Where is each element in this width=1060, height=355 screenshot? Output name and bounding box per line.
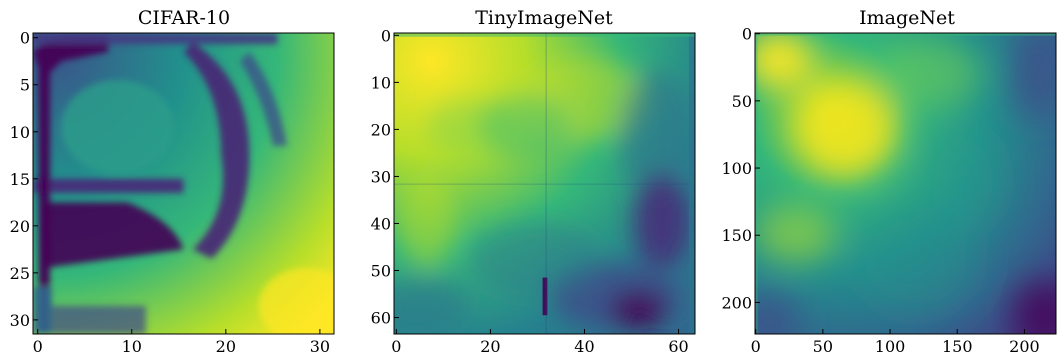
panel-tinyimagenet: TinyImageNet — [371, 7, 696, 355]
x-tick-label: 100 — [875, 337, 906, 355]
y-tick-label: 0 — [742, 25, 752, 44]
y-tick-label: 100 — [721, 159, 752, 178]
y-tick-label: 25 — [10, 264, 30, 283]
panel-cifar10: CIFAR-10 — [10, 7, 335, 355]
y-tick-label: 30 — [371, 167, 391, 186]
panel-title-cifar10: CIFAR-10 — [138, 7, 230, 29]
y-tick-label: 20 — [371, 120, 391, 139]
x-tick-label: 150 — [942, 337, 973, 355]
y-tick-label: 10 — [371, 73, 391, 92]
x-tick-label: 40 — [574, 337, 594, 355]
x-tick-label: 20 — [480, 337, 500, 355]
y-tick-label: 150 — [721, 226, 752, 245]
y-tick-label: 30 — [10, 311, 30, 330]
y-tick-label: 50 — [732, 92, 752, 111]
ticks-imagenet: 0 50 100 150 200 0 50 100 150 200 — [721, 25, 1039, 355]
x-tick-label: 0 — [33, 337, 43, 355]
y-tick-label: 20 — [10, 217, 30, 236]
panel-title-imagenet: ImageNet — [859, 7, 955, 29]
heatmap-imagenet — [755, 33, 1056, 334]
x-tick-label: 20 — [216, 337, 236, 355]
y-tick-label: 50 — [371, 262, 391, 281]
y-tick-label: 40 — [371, 214, 391, 233]
y-tick-label: 10 — [10, 123, 30, 142]
x-tick-label: 0 — [391, 337, 401, 355]
y-tick-label: 15 — [10, 170, 30, 189]
y-tick-label: 5 — [20, 76, 30, 95]
heatmap-tinyimagenet — [394, 33, 695, 334]
x-tick-label: 50 — [813, 337, 833, 355]
y-tick-label: 0 — [20, 29, 30, 48]
x-tick-label: 60 — [668, 337, 688, 355]
x-tick-label: 200 — [1009, 337, 1040, 355]
x-tick-label: 0 — [751, 337, 761, 355]
heatmap-cifar10 — [33, 33, 334, 334]
y-tick-label: 200 — [721, 293, 752, 312]
x-tick-label: 30 — [310, 337, 330, 355]
panel-imagenet: ImageNet — [721, 7, 1057, 355]
y-tick-label: 0 — [381, 26, 391, 45]
panel-title-tinyimagenet: TinyImageNet — [475, 7, 613, 29]
x-tick-label: 10 — [122, 337, 142, 355]
y-tick-label: 60 — [371, 309, 391, 328]
